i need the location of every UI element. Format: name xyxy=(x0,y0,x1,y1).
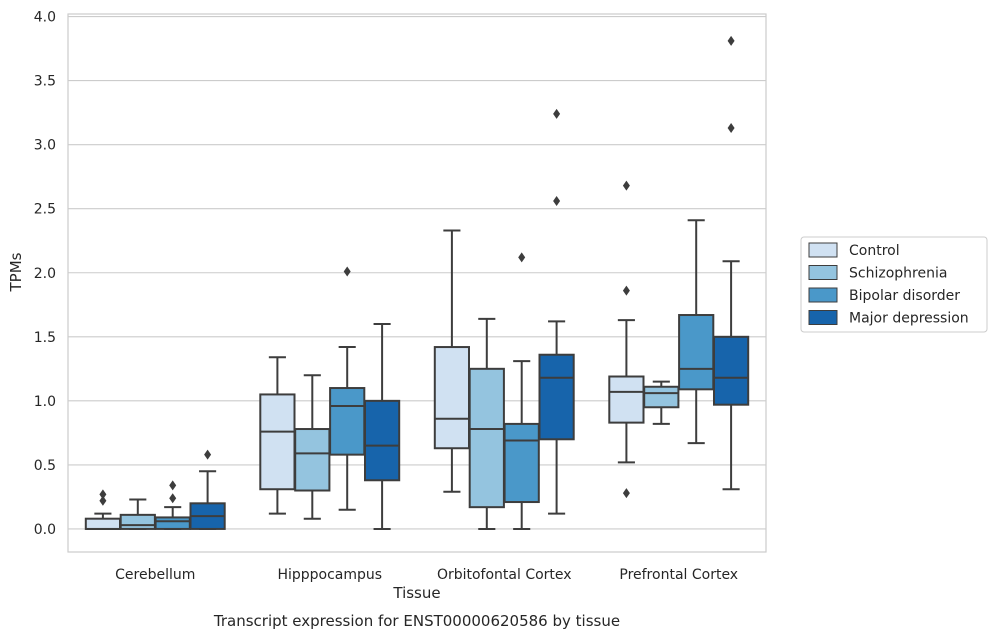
box-flier xyxy=(204,449,212,460)
y-tick-label: 4.0 xyxy=(34,10,56,26)
box-flier xyxy=(518,252,526,263)
box xyxy=(503,252,540,530)
box-body xyxy=(712,335,750,406)
box xyxy=(538,108,575,515)
box-body xyxy=(643,385,680,409)
legend-swatch xyxy=(808,265,838,280)
y-tick-labels: 0.0 0.5 1.0 1.5 2.0 2.5 3.0 3.5 4.0 xyxy=(34,10,56,538)
box-series xyxy=(84,35,750,530)
x-tick-label: Cerebellum xyxy=(115,567,195,583)
box xyxy=(84,489,122,530)
y-tick-label: 1.0 xyxy=(34,394,56,410)
legend-label: Major depression xyxy=(849,311,969,327)
box-flier xyxy=(622,488,630,499)
y-tick-label: 3.0 xyxy=(34,138,56,154)
y-tick-label: 1.5 xyxy=(34,330,56,346)
x-tick-labels: Cerebellum Hipppocampus Orbitofontal Corte… xyxy=(115,567,738,583)
box-flier xyxy=(553,108,561,119)
y-tick-label: 3.5 xyxy=(34,74,56,90)
box-flier xyxy=(727,35,735,46)
box xyxy=(643,380,680,425)
chart-caption: Transcript expression for ENST0000062058… xyxy=(213,612,620,630)
x-axis-title: Tissue xyxy=(392,584,440,602)
box xyxy=(363,322,401,530)
y-axis-title: TPMs xyxy=(7,252,25,292)
box-flier xyxy=(553,196,561,207)
box-flier xyxy=(343,266,351,277)
box xyxy=(189,449,226,530)
box-body xyxy=(433,346,471,450)
box-body xyxy=(119,513,156,530)
box-flier xyxy=(169,493,177,504)
legend-label: Control xyxy=(849,243,900,259)
box xyxy=(329,266,366,511)
box-flier xyxy=(169,480,177,491)
x-tick-label: Orbitofontal Cortex xyxy=(437,567,572,583)
box-body xyxy=(329,387,366,456)
box xyxy=(119,498,156,530)
box-body xyxy=(154,516,191,530)
box-flier xyxy=(727,123,735,134)
legend: Control Schizophrenia Bipolar disorder Majo… xyxy=(800,236,988,333)
box xyxy=(712,35,750,491)
y-tick-label: 2.0 xyxy=(34,266,56,282)
x-tick-label: Prefrontal Cortex xyxy=(619,567,738,583)
box xyxy=(259,356,296,515)
box-body xyxy=(259,393,296,491)
y-tick-label: 0.5 xyxy=(34,458,56,474)
box-flier xyxy=(99,495,107,506)
legend-swatch xyxy=(808,287,838,303)
box-body xyxy=(84,517,122,530)
legend-swatch xyxy=(808,242,838,258)
legend-label: Schizophrenia xyxy=(849,266,947,282)
y-tick-label: 0.0 xyxy=(34,522,56,538)
box-body xyxy=(678,314,715,391)
x-tick-label: Hipppocampus xyxy=(277,567,382,583)
box-body xyxy=(363,399,401,482)
y-tick-label: 2.5 xyxy=(34,202,56,218)
box xyxy=(608,180,645,499)
box-body xyxy=(294,428,331,492)
box xyxy=(294,374,331,520)
box-flier xyxy=(99,489,107,500)
box-body xyxy=(538,353,575,441)
box-flier xyxy=(622,180,630,191)
legend-label: Bipolar disorder xyxy=(849,288,960,304)
box-body xyxy=(608,375,645,424)
legend-frame xyxy=(800,236,988,333)
box xyxy=(154,480,191,530)
plot-frame xyxy=(67,13,767,553)
legend-swatch xyxy=(808,310,838,325)
box-body xyxy=(468,367,505,509)
box-flier xyxy=(622,285,630,296)
box-body xyxy=(503,422,540,504)
box xyxy=(678,219,715,445)
